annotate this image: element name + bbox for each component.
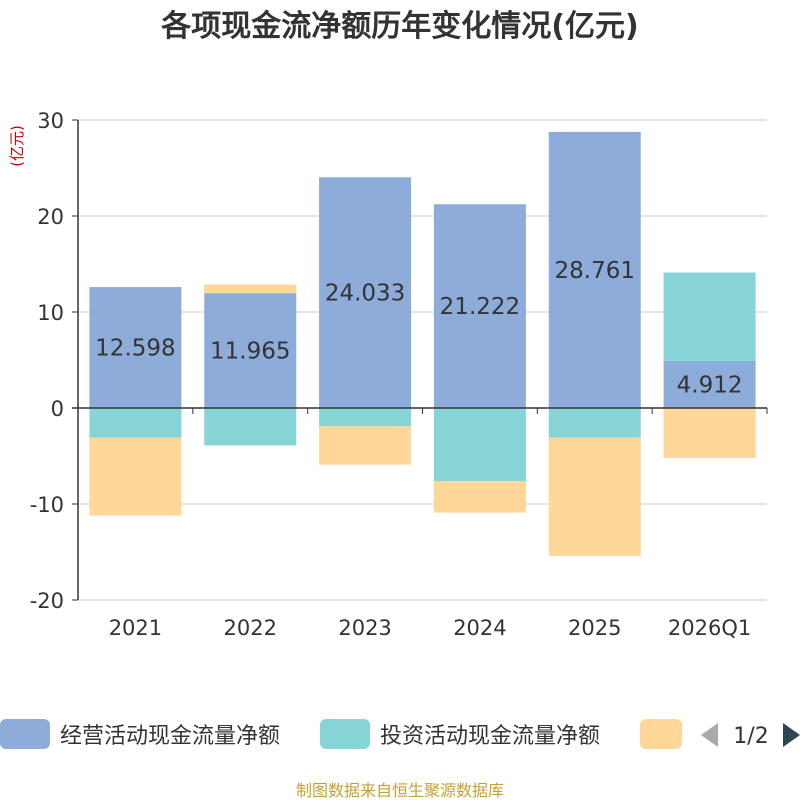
bar-financing[interactable]: [663, 408, 756, 458]
axes: [72, 119, 768, 601]
legend-swatch-operating[interactable]: [0, 719, 50, 749]
bar-investing[interactable]: [663, 272, 756, 361]
legend: 经营活动现金流量净额 投资活动现金流量净额 1/2: [0, 719, 800, 749]
bar-operating[interactable]: [433, 204, 526, 408]
legend-swatch-investing[interactable]: [320, 719, 370, 749]
x-tick-label: 2021: [109, 616, 162, 640]
bar-data-label: 28.761: [555, 258, 635, 284]
bar-financing[interactable]: [204, 284, 297, 294]
legend-swatch-financing[interactable]: [640, 719, 682, 749]
x-tick-label: 2026Q1: [668, 616, 751, 640]
data-source-note: 制图数据来自恒生聚源数据库: [296, 781, 504, 800]
grid-lines: [78, 119, 767, 601]
y-tick-label: 30: [37, 109, 64, 133]
legend-label-operating[interactable]: 经营活动现金流量净额: [60, 724, 280, 749]
bar-financing[interactable]: [89, 437, 182, 516]
bar-financing[interactable]: [433, 480, 526, 513]
bar-labels: 12.598 11.965 24.033 21.222 28.761 4.912: [95, 258, 742, 398]
bars: [89, 131, 756, 556]
y-axis-label: (亿元): [8, 125, 26, 167]
bar-investing[interactable]: [204, 408, 297, 446]
y-tick-label: -10: [30, 493, 64, 517]
x-tick-label: 2023: [338, 616, 391, 640]
bar-data-label: 24.033: [325, 281, 405, 307]
x-tick-label: 2024: [453, 616, 506, 640]
legend-page-indicator: 1/2: [733, 724, 768, 749]
bar-data-label: 21.222: [440, 294, 520, 320]
bar-operating[interactable]: [89, 287, 182, 408]
legend-next-page-icon[interactable]: [783, 723, 800, 747]
chart-title: 各项现金流净额历年变化情况(亿元): [160, 9, 638, 44]
bar-operating[interactable]: [204, 293, 297, 408]
bar-operating[interactable]: [663, 360, 756, 408]
bar-investing[interactable]: [433, 408, 526, 481]
bar-investing[interactable]: [548, 408, 641, 438]
y-tick-label: -20: [30, 589, 64, 613]
legend-prev-page-icon[interactable]: [701, 723, 718, 747]
x-tick-label: 2022: [224, 616, 277, 640]
bar-investing[interactable]: [319, 408, 412, 427]
bar-financing[interactable]: [319, 426, 412, 465]
y-tick-label: 0: [51, 397, 64, 421]
y-tick-label: 10: [37, 301, 64, 325]
bar-data-label: 11.965: [210, 339, 290, 365]
bar-data-label: 4.912: [677, 372, 743, 398]
bar-financing[interactable]: [548, 437, 641, 556]
bar-operating[interactable]: [548, 131, 641, 408]
x-tick-label: 2025: [568, 616, 621, 640]
bar-data-label: 12.598: [95, 336, 175, 362]
legend-label-investing[interactable]: 投资活动现金流量净额: [380, 724, 600, 749]
bar-investing[interactable]: [89, 408, 182, 438]
y-axis-ticks: 30 20 10 0 -10 -20: [30, 109, 64, 613]
bar-operating[interactable]: [319, 177, 412, 408]
x-axis-ticks: 2021 2022 2023 2024 2025 2026Q1: [109, 616, 752, 640]
y-tick-label: 20: [37, 205, 64, 229]
